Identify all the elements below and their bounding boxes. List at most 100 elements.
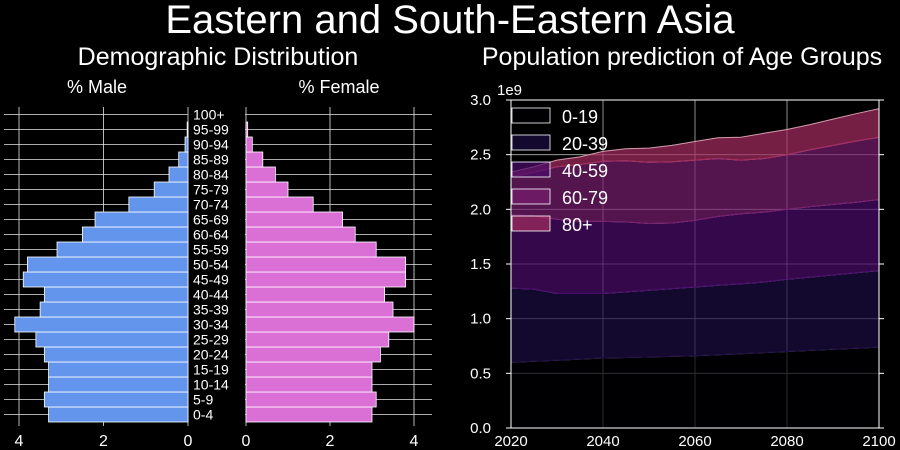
female-bar — [245, 136, 253, 153]
y-tick-label: 1.5 — [470, 256, 491, 273]
female-bar — [245, 361, 373, 378]
y-tick-label: 1.0 — [470, 311, 491, 328]
age-group-label: 55-59 — [193, 242, 229, 258]
legend-swatch — [511, 188, 551, 205]
male-bar — [128, 196, 189, 213]
age-group-label: 70-74 — [193, 197, 229, 213]
legend-label: 0-19 — [562, 107, 598, 127]
legend-label: 80+ — [562, 215, 593, 235]
x-tick-label: 2040 — [586, 433, 619, 450]
y-tick-label: 3.0 — [470, 92, 491, 109]
legend-label: 20-39 — [562, 134, 608, 154]
female-bar — [245, 151, 264, 168]
female-x-tick-label: 0 — [242, 433, 251, 450]
plot-frame — [510, 99, 880, 429]
male-bar — [22, 271, 189, 288]
male-bar — [35, 331, 189, 348]
male-bar — [56, 241, 189, 258]
female-bar — [245, 121, 249, 138]
age-group-label: 25-29 — [193, 332, 229, 348]
figure-title: Eastern and South-Eastern Asia — [165, 0, 735, 42]
female-bar — [245, 376, 373, 393]
age-group-label: 100+ — [193, 107, 225, 123]
male-bar — [14, 316, 189, 333]
age-group-label: 5-9 — [193, 392, 213, 408]
female-axis-label: % Female — [298, 77, 379, 97]
x-tick-label: 2020 — [494, 433, 527, 450]
male-bar — [81, 226, 189, 243]
age-group-label: 65-69 — [193, 212, 229, 228]
male-bar — [48, 406, 189, 423]
female-bar — [245, 181, 289, 198]
female-bar — [245, 331, 390, 348]
x-tick-label: 2060 — [678, 433, 711, 450]
female-bar — [245, 211, 343, 228]
female-bar — [245, 316, 415, 333]
female-x-tick-label: 2 — [326, 433, 335, 450]
male-bar — [27, 256, 189, 273]
age-group-label: 20-24 — [193, 347, 229, 363]
legend-label: 40-59 — [562, 161, 608, 181]
age-group-label: 10-14 — [193, 377, 229, 393]
female-bar — [245, 271, 407, 288]
x-tick-label: 2080 — [770, 433, 803, 450]
male-bar — [43, 346, 189, 363]
y-offset-label: 1e9 — [497, 82, 522, 99]
age-group-label: 50-54 — [193, 257, 229, 273]
age-group-label: 30-34 — [193, 317, 229, 333]
pyramid-title: Demographic Distribution — [78, 43, 359, 71]
population-pyramid: Demographic Distribution % Male % Female… — [4, 43, 432, 450]
male-bar — [94, 211, 189, 228]
x-tick-label: 2100 — [862, 433, 895, 450]
legend-swatch — [511, 107, 551, 124]
legend-label: 60-79 — [562, 188, 608, 208]
male-bar — [43, 286, 189, 303]
male-bar — [48, 376, 189, 393]
age-group-label: 35-39 — [193, 302, 229, 318]
female-bar — [245, 286, 386, 303]
male-x-tick-label: 0 — [184, 433, 193, 450]
male-bar — [48, 361, 189, 378]
age-group-label: 0-4 — [193, 407, 213, 423]
age-group-label: 15-19 — [193, 362, 229, 378]
female-bar — [245, 346, 381, 363]
age-group-label: 80-84 — [193, 167, 229, 183]
female-bar — [245, 196, 314, 213]
male-bar — [186, 121, 189, 138]
female-x-tick-label: 4 — [410, 433, 419, 450]
male-bar — [178, 151, 189, 168]
female-bar — [245, 256, 407, 273]
legend-swatch — [511, 215, 551, 232]
male-bar — [184, 136, 189, 153]
y-tick-label: 0.5 — [470, 365, 491, 382]
area-chart-title: Population prediction of Age Groups — [482, 43, 882, 71]
age-group-label: 60-64 — [193, 227, 229, 243]
female-bar — [245, 166, 276, 183]
population-prediction-chart: Population prediction of Age Groups 1e9 … — [470, 43, 896, 450]
female-bar — [245, 241, 377, 258]
male-x-tick-label: 2 — [99, 433, 108, 450]
age-group-label: 40-44 — [193, 287, 229, 303]
y-tick-label: 2.5 — [470, 147, 491, 164]
male-axis-label: % Male — [67, 77, 127, 97]
female-bar — [245, 406, 373, 423]
age-group-label: 90-94 — [193, 137, 229, 153]
male-x-tick-label: 4 — [15, 433, 24, 450]
female-bar — [245, 301, 394, 318]
legend-swatch — [511, 134, 551, 151]
y-tick-label: 2.0 — [470, 201, 491, 218]
age-group-label: 75-79 — [193, 182, 229, 198]
male-bar — [39, 301, 189, 318]
female-bar — [245, 391, 377, 408]
area-band-edge — [510, 108, 880, 173]
male-bar — [43, 391, 189, 408]
age-group-label: 85-89 — [193, 152, 229, 168]
age-group-label: 95-99 — [193, 122, 229, 138]
female-bar — [245, 226, 356, 243]
age-group-label: 45-49 — [193, 272, 229, 288]
male-bar — [168, 166, 189, 183]
y-tick-label: 0.0 — [470, 420, 491, 437]
legend-swatch — [511, 161, 551, 178]
